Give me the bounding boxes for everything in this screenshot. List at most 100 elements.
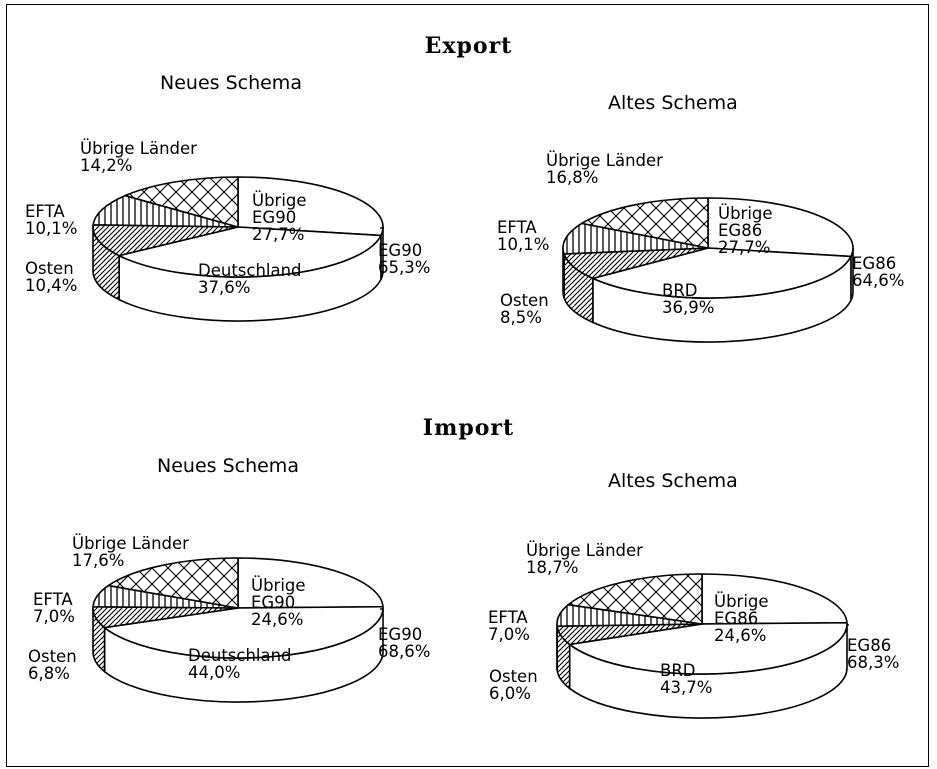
figure-frame bbox=[6, 4, 929, 767]
slice-label-efta: EFTA 10,1% bbox=[25, 203, 77, 237]
pie-chart-3 bbox=[92, 557, 384, 703]
slice-main bbox=[592, 247, 852, 299]
slice-label-line: 10,1% bbox=[497, 235, 550, 254]
slice-label-line: Deutschland bbox=[188, 646, 292, 665]
slice-label-line: 10,1% bbox=[25, 219, 78, 238]
slice-label-efta: EFTA 10,1% bbox=[497, 219, 549, 253]
slice-label-line: Deutschland bbox=[198, 261, 302, 280]
slice-label-main: BRD 36,9% bbox=[662, 282, 714, 316]
slice-label-line: Übrige Länder bbox=[526, 541, 643, 560]
slice-label-line: 27,7% bbox=[252, 225, 305, 244]
slice-label-ueb: Übrige EG90 27,7% bbox=[252, 192, 307, 243]
slice-label-line: Übrige Länder bbox=[72, 534, 189, 553]
slice-label-line: Übrige bbox=[714, 592, 769, 611]
slice-uebrige-laender bbox=[581, 197, 709, 249]
slice-label-line: Osten bbox=[500, 291, 549, 310]
slice-label-line: EG86 bbox=[852, 254, 897, 273]
slice-label-line: 7,0% bbox=[488, 625, 530, 644]
slice-label-line: Übrige Länder bbox=[546, 151, 663, 170]
slice-label-rest: Übrige Länder 17,6% bbox=[72, 535, 189, 569]
slice-label-line: BRD bbox=[662, 281, 698, 300]
slice-uebrige-eg bbox=[701, 573, 848, 625]
slice-label-line: 64,6% bbox=[852, 271, 905, 290]
slice-label-line: 43,7% bbox=[660, 678, 713, 697]
section-title-import: Import bbox=[422, 415, 515, 441]
slice-osten bbox=[92, 224, 239, 257]
slice-label-line: Übrige bbox=[252, 191, 307, 210]
slice-label-osten: Osten 10,4% bbox=[25, 260, 77, 294]
slice-label-line: EFTA bbox=[33, 590, 73, 609]
slice-label-rest: Übrige Länder 18,7% bbox=[526, 542, 643, 576]
slice-label-line: 37,6% bbox=[198, 278, 251, 297]
slice-label-line: Osten bbox=[28, 647, 77, 666]
slice-efta bbox=[562, 222, 709, 255]
slice-label-line: 16,8% bbox=[546, 168, 599, 187]
slice-label-total: EG90 65,3% bbox=[378, 242, 430, 276]
slice-label-line: Osten bbox=[489, 667, 538, 686]
slice-label-main: Deutschland 44,0% bbox=[188, 647, 292, 681]
slice-label-line: EFTA bbox=[25, 202, 65, 221]
pie-chart-4 bbox=[556, 573, 849, 719]
slice-label-line: 17,6% bbox=[72, 551, 125, 570]
slice-label-line: Übrige bbox=[718, 204, 773, 223]
slice-label-ueb: Übrige EG86 27,7% bbox=[718, 205, 773, 256]
slice-main bbox=[103, 605, 384, 659]
pie-chart-2 bbox=[562, 197, 854, 343]
slice-label-line: 8,5% bbox=[500, 308, 542, 327]
slice-label-line: 36,9% bbox=[662, 298, 715, 317]
slice-label-line: 24,6% bbox=[251, 610, 304, 629]
slice-label-line: 27,7% bbox=[718, 238, 771, 257]
chart-title: Altes Schema bbox=[608, 92, 738, 114]
slice-uebrige-eg bbox=[237, 176, 384, 237]
slice-label-osten: Osten 8,5% bbox=[500, 292, 549, 326]
slice-label-line: 14,2% bbox=[80, 156, 133, 175]
slice-label-rest: Übrige Länder 14,2% bbox=[80, 140, 197, 174]
slice-label-line: EG90 bbox=[378, 625, 423, 644]
slice-label-line: 10,4% bbox=[25, 276, 78, 295]
slice-efta bbox=[92, 194, 239, 228]
slice-label-line: 18,7% bbox=[526, 558, 579, 577]
slice-label-line: EG90 bbox=[378, 241, 423, 260]
section-title-export: Export bbox=[424, 33, 513, 59]
slice-label-line: 68,6% bbox=[378, 642, 431, 661]
slice-label-line: EFTA bbox=[488, 608, 528, 627]
slice-uebrige-laender bbox=[107, 557, 239, 609]
slice-uebrige-eg bbox=[707, 197, 854, 258]
slice-label-line: EG90 bbox=[251, 593, 296, 612]
slice-label-ueb: Übrige EG86 24,6% bbox=[714, 593, 769, 644]
slice-label-line: EG86 bbox=[718, 221, 763, 240]
slice-label-line: BRD bbox=[660, 661, 696, 680]
slice-label-total: EG90 68,6% bbox=[378, 626, 430, 660]
slice-label-line: 6,0% bbox=[489, 684, 531, 703]
slice-label-line: Übrige Länder bbox=[80, 139, 197, 158]
slice-label-osten: Osten 6,8% bbox=[28, 648, 77, 682]
slice-label-main: Deutschland 37,6% bbox=[198, 262, 302, 296]
slice-uebrige-laender bbox=[124, 176, 239, 228]
pie-chart-1 bbox=[92, 176, 384, 322]
slice-label-rest: Übrige Länder 16,8% bbox=[546, 152, 663, 186]
slice-label-efta: EFTA 7,0% bbox=[33, 591, 75, 625]
slice-main bbox=[568, 621, 848, 675]
slice-label-line: 68,3% bbox=[847, 653, 900, 672]
chart-title: Neues Schema bbox=[157, 455, 299, 477]
slice-uebrige-eg bbox=[237, 557, 384, 609]
slice-uebrige-laender bbox=[567, 573, 703, 625]
slice-label-line: 65,3% bbox=[378, 258, 431, 277]
slice-label-line: 7,0% bbox=[33, 607, 75, 626]
slice-label-line: Osten bbox=[25, 259, 74, 278]
slice-label-line: EFTA bbox=[497, 218, 537, 237]
chart-title: Altes Schema bbox=[608, 470, 738, 492]
slice-main bbox=[118, 226, 382, 278]
slice-label-ueb: Übrige EG90 24,6% bbox=[251, 577, 306, 628]
slice-label-total: EG86 68,3% bbox=[847, 637, 899, 671]
slice-label-line: 6,8% bbox=[28, 664, 70, 683]
chart-title: Neues Schema bbox=[160, 72, 302, 94]
slice-label-line: Übrige bbox=[251, 576, 306, 595]
slice-label-line: 44,0% bbox=[188, 663, 241, 682]
slice-label-osten: Osten 6,0% bbox=[489, 668, 538, 702]
slice-label-efta: EFTA 7,0% bbox=[488, 609, 530, 643]
slice-label-line: EG86 bbox=[847, 636, 892, 655]
slice-label-line: 24,6% bbox=[714, 626, 767, 645]
slice-label-line: EG86 bbox=[714, 609, 759, 628]
